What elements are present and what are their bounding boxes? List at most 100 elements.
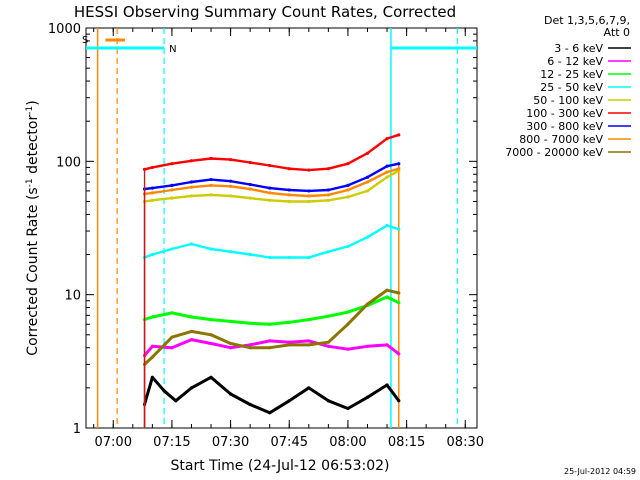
series-point (307, 189, 311, 193)
series-point (248, 252, 252, 257)
series-point (228, 392, 233, 396)
series-point (150, 252, 154, 257)
series-point (326, 193, 330, 197)
series-point (326, 188, 330, 192)
series-point (346, 162, 350, 166)
series-point (248, 343, 252, 347)
legend-label: 300 - 800 keV (526, 120, 603, 133)
series-point (346, 322, 350, 326)
y-tick-label: 10 (64, 289, 81, 304)
series-point (346, 310, 350, 314)
series-point (326, 344, 330, 348)
legend-label: 50 - 100 keV (533, 94, 603, 107)
series-point (170, 247, 174, 251)
series-point (189, 329, 194, 334)
series-point (365, 235, 370, 239)
series-line (144, 224, 400, 259)
series-point (385, 295, 389, 299)
series-point (248, 402, 252, 407)
series-point (397, 301, 401, 305)
series-point (385, 343, 389, 347)
y-tick-label: 1 (73, 422, 81, 437)
series-point (268, 339, 272, 343)
series-point (268, 255, 272, 260)
series-point (307, 194, 311, 198)
x-axis-label: Start Time (24-Jul-12 06:53:02) (170, 458, 389, 474)
guide-lines: SN (82, 28, 477, 428)
series-point (397, 227, 401, 231)
chart-title: HESSI Observing Summary Count Rates, Cor… (74, 3, 456, 21)
series-line (144, 133, 400, 172)
series-point (189, 180, 194, 184)
timestamp-footer: 25-Jul-2012 04:59 (564, 467, 636, 476)
y-axis-label: Corrected Count Rate (s-1 detector-1) (25, 100, 41, 355)
series-point (346, 347, 350, 351)
series-point (287, 320, 291, 324)
series-point (189, 194, 194, 198)
series-point (142, 167, 147, 171)
series-point (228, 319, 233, 324)
series-point (365, 151, 370, 155)
saa-label: S (82, 35, 88, 46)
series-point (307, 339, 311, 343)
series-point (287, 193, 291, 197)
series-point (170, 162, 174, 166)
series-point (268, 163, 272, 168)
series-point (209, 318, 213, 322)
y-axis-ticks: 1 10 100 1000 (48, 22, 477, 437)
series-point (326, 167, 330, 171)
series-point (170, 183, 174, 187)
series-point (365, 344, 370, 348)
series-point (307, 168, 311, 172)
series-point (365, 395, 370, 399)
series-line (143, 375, 401, 415)
series-point (228, 194, 233, 198)
legend-label: 7000 - 20000 keV (505, 146, 603, 159)
series-point (170, 188, 174, 192)
series-point (170, 196, 174, 200)
series-point (287, 188, 291, 192)
series-point (397, 162, 401, 166)
x-tick-label: 08:00 (329, 435, 366, 450)
legend-label: 25 - 50 keV (540, 81, 603, 94)
series-point (189, 159, 194, 163)
series-point (248, 321, 252, 325)
series-point (170, 335, 174, 339)
series-point (189, 315, 194, 319)
series-point (307, 386, 311, 390)
series-point (228, 184, 233, 188)
series-point (150, 165, 154, 170)
series-point (150, 198, 154, 202)
series-point (385, 137, 389, 141)
series-point (209, 247, 213, 251)
series-point (307, 255, 311, 260)
series-point (189, 242, 194, 246)
series-point (268, 346, 272, 350)
series-point (228, 158, 233, 162)
series-point (397, 399, 401, 403)
series-point (209, 183, 213, 187)
legend-label: 12 - 25 keV (540, 68, 603, 81)
legend-label: 6 - 12 keV (547, 55, 603, 68)
series-point (307, 318, 311, 322)
series-point (346, 406, 350, 411)
x-axis-ticks: 07:00 07:15 07:30 07:45 08:00 08:15 08:30 (93, 28, 484, 450)
series-point (268, 186, 272, 190)
series-point (248, 160, 252, 165)
series-point (385, 223, 389, 228)
series-point (150, 344, 154, 348)
series-point (150, 355, 154, 359)
series-point (189, 185, 194, 189)
series-point (150, 315, 154, 319)
series-point (287, 199, 291, 204)
series-point (287, 399, 291, 403)
series-point (170, 311, 174, 315)
series-point (287, 255, 291, 260)
series-point (228, 346, 233, 350)
series-point (209, 177, 213, 182)
series-point (228, 250, 233, 254)
series-point (150, 186, 154, 190)
series-point (248, 182, 252, 187)
series-point (287, 343, 291, 347)
